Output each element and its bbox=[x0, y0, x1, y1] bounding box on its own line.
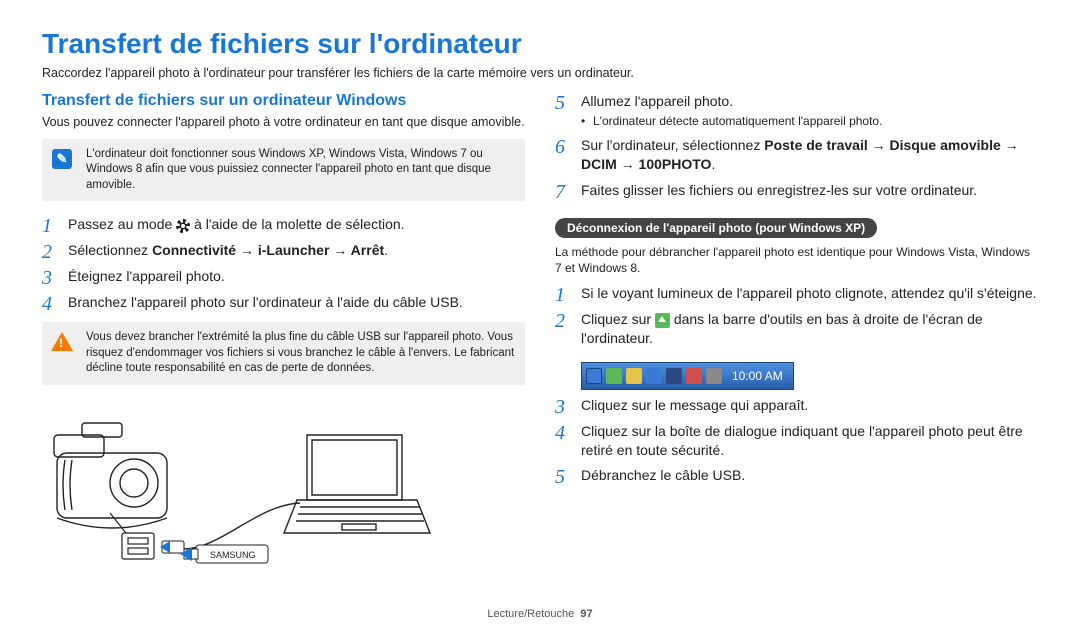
d-step-3: Cliquez sur le message qui apparaît. bbox=[555, 396, 1038, 415]
step5-text: Allumez l'appareil photo. bbox=[581, 93, 733, 109]
tray-net-icon bbox=[646, 368, 662, 384]
tray-eject-icon bbox=[606, 368, 622, 384]
left-column: Transfert de fichiers sur un ordinateur … bbox=[42, 92, 525, 570]
badge-subtext: La méthode pour débrancher l'appareil ph… bbox=[555, 244, 1038, 276]
step2-text-c: . bbox=[384, 242, 388, 258]
warning-note-text: Vous devez brancher l'extrémité la plus … bbox=[86, 331, 514, 374]
system-tray-strip: 10:00 AM bbox=[581, 362, 794, 390]
steps-list-disconnect: Si le voyant lumineux de l'appareil phot… bbox=[555, 284, 1038, 348]
warning-note-box: Vous devez brancher l'extrémité la plus … bbox=[42, 322, 525, 385]
footer-page: 97 bbox=[580, 608, 592, 620]
step-6: Sur l'ordinateur, sélectionnez Poste de … bbox=[555, 136, 1038, 174]
step2-text-a: Sélectionnez bbox=[68, 242, 152, 258]
page-title: Transfert de fichiers sur l'ordinateur bbox=[42, 28, 1038, 60]
d-step-1: Si le voyant lumineux de l'appareil phot… bbox=[555, 284, 1038, 303]
section-title-windows: Transfert de fichiers sur un ordinateur … bbox=[42, 92, 525, 110]
d-step-2: Cliquez sur dans la barre d'outils en ba… bbox=[555, 310, 1038, 348]
steps-list-disconnect-b: Cliquez sur le message qui apparaît. Cli… bbox=[555, 396, 1038, 486]
d-step-5: Débranchez le câble USB. bbox=[555, 466, 1038, 485]
tray-alert-icon bbox=[686, 368, 702, 384]
right-column: Allumez l'appareil photo. L'ordinateur d… bbox=[555, 92, 1038, 570]
page-footer: Lecture/Retouche 97 bbox=[0, 608, 1080, 620]
dstep2-a: Cliquez sur bbox=[581, 311, 655, 327]
page-intro: Raccordez l'appareil photo à l'ordinateu… bbox=[42, 66, 1038, 80]
step-4: Branchez l'appareil photo sur l'ordinate… bbox=[42, 293, 525, 312]
step1-text-a: Passez au mode bbox=[68, 216, 176, 232]
info-note-text: L'ordinateur doit fonctionner sous Windo… bbox=[86, 148, 491, 191]
gear-icon bbox=[176, 219, 190, 233]
steps-list-right-a: Allumez l'appareil photo. L'ordinateur d… bbox=[555, 92, 1038, 200]
content-columns: Transfert de fichiers sur un ordinateur … bbox=[42, 92, 1038, 570]
step6-c: . bbox=[711, 156, 715, 172]
disconnect-badge: Déconnexion de l'appareil photo (pour Wi… bbox=[555, 218, 877, 238]
info-icon: ✎ bbox=[50, 147, 74, 171]
step1-text-b: à l'aide de la molette de sélection. bbox=[194, 216, 404, 232]
footer-section: Lecture/Retouche bbox=[487, 608, 574, 620]
step5-bullet: L'ordinateur détecte automatiquement l'a… bbox=[581, 113, 1038, 129]
tray-time: 10:00 AM bbox=[732, 369, 783, 383]
tray-arrow-icon bbox=[586, 368, 602, 384]
warning-icon bbox=[50, 330, 74, 354]
step-5: Allumez l'appareil photo. L'ordinateur d… bbox=[555, 92, 1038, 129]
step-3: Éteignez l'appareil photo. bbox=[42, 267, 525, 286]
step-2: Sélectionnez Connectivité → i-Launcher →… bbox=[42, 241, 525, 260]
tray-misc-icon bbox=[706, 368, 722, 384]
tray-vol-icon bbox=[666, 368, 682, 384]
step2-bold: Connectivité → i-Launcher → Arrêt bbox=[152, 242, 384, 258]
step-1: Passez au mode à l'aide de la molette de… bbox=[42, 215, 525, 234]
step-7: Faites glisser les fichiers ou enregistr… bbox=[555, 181, 1038, 200]
svg-text:SAMSUNG: SAMSUNG bbox=[210, 550, 256, 560]
section-sub: Vous pouvez connecter l'appareil photo à… bbox=[42, 114, 525, 131]
step6-a: Sur l'ordinateur, sélectionnez bbox=[581, 137, 764, 153]
d-step-4: Cliquez sur la boîte de dialogue indiqua… bbox=[555, 422, 1038, 460]
info-note-box: ✎ L'ordinateur doit fonctionner sous Win… bbox=[42, 139, 525, 202]
camera-laptop-diagram: SAMSUNG bbox=[42, 405, 432, 565]
steps-list-left: Passez au mode à l'aide de la molette de… bbox=[42, 215, 525, 312]
tray-shield-icon bbox=[626, 368, 642, 384]
eject-icon bbox=[655, 313, 670, 328]
